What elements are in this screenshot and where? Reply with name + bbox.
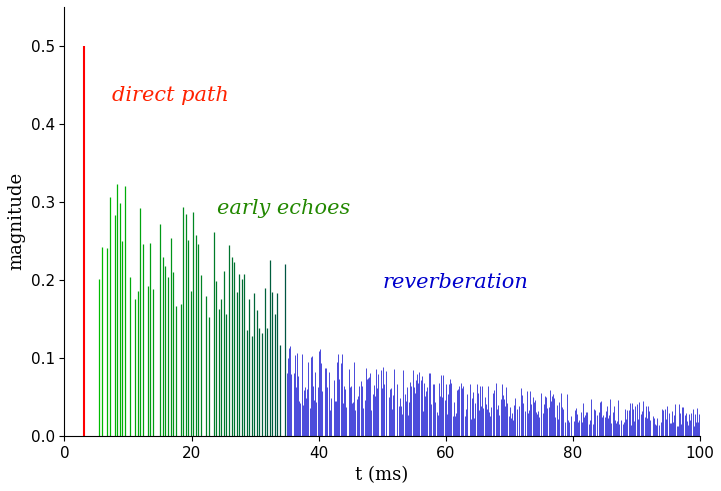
Y-axis label: magnitude: magnitude — [7, 172, 25, 271]
Text: early echoes: early echoes — [217, 198, 350, 218]
X-axis label: t (ms): t (ms) — [355, 466, 409, 484]
Text: reverberation: reverberation — [382, 273, 528, 292]
Text: direct path: direct path — [112, 85, 229, 105]
